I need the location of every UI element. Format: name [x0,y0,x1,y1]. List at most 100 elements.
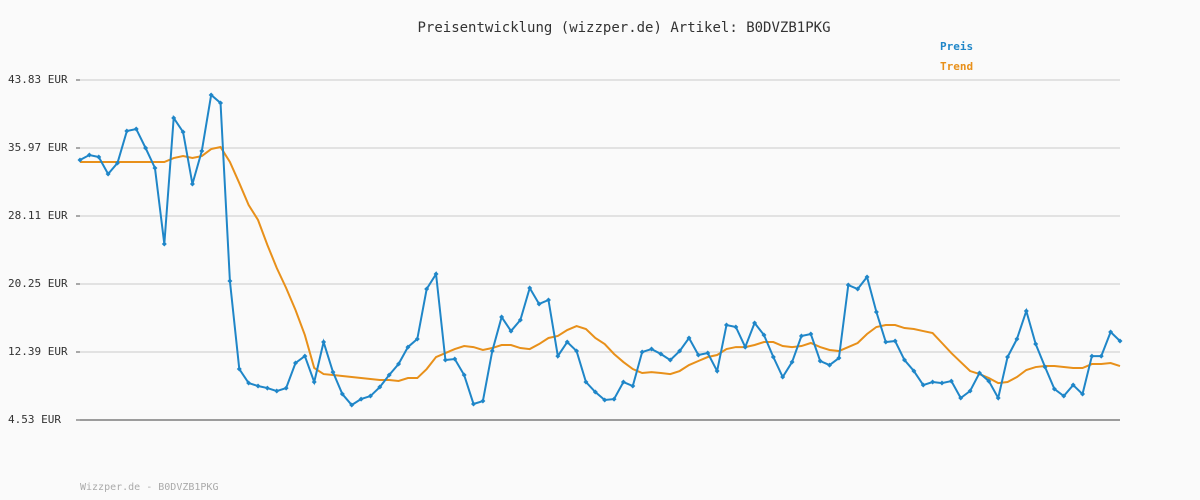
point-marker [948,378,954,384]
point-marker [1005,354,1011,360]
point-marker [976,370,982,376]
point-marker [1108,329,1114,335]
point-marker [255,383,261,389]
point-marker [649,346,655,352]
point-marker [218,100,224,106]
point-marker [133,126,139,132]
point-marker [667,357,673,363]
point-marker [686,335,692,341]
point-marker [1089,353,1095,359]
point-marker [114,160,120,166]
series-line [80,145,1121,385]
point-marker [555,353,561,359]
point-marker [902,357,908,363]
point-marker [77,157,83,163]
point-marker [808,331,814,337]
point-marker [695,352,701,358]
point-marker [330,369,336,375]
point-marker [471,401,477,407]
point-marker [761,332,767,338]
y-tick-label: 43.83 EUR [8,73,68,86]
point-marker [677,348,683,354]
point-marker [283,385,289,391]
point-marker [986,378,992,384]
point-marker [705,350,711,356]
point-marker [227,278,233,284]
point-marker [592,389,598,395]
point-marker [452,356,458,362]
point-marker [358,396,364,402]
point-marker [517,317,523,323]
point-marker [752,320,758,326]
point-marker [1051,386,1057,392]
point-marker [958,395,964,401]
point-marker [321,339,327,345]
point-marker [883,339,889,345]
series-line [79,93,1121,407]
point-marker [817,358,823,364]
point-marker [658,351,664,357]
point-marker [545,297,551,303]
point-marker [292,360,298,366]
point-marker [527,285,533,291]
point-marker [105,171,111,177]
point-marker [171,115,177,121]
point-marker [386,372,392,378]
point-marker [939,380,945,386]
point-marker [789,359,795,365]
point-marker [180,129,186,135]
point-marker [536,301,542,307]
point-marker [1023,308,1029,314]
point-marker [873,309,879,315]
point-marker [920,382,926,388]
point-marker [1061,393,1067,399]
point-marker [930,379,936,385]
point-marker [892,338,898,344]
point-marker [1014,336,1020,342]
point-marker [611,396,617,402]
point-marker [620,379,626,385]
point-marker [1098,353,1104,359]
point-marker [208,92,214,98]
point-marker [96,154,102,160]
y-tick-label: 4.53 EUR [8,413,61,426]
point-marker [995,395,1001,401]
point-marker [349,402,355,408]
plot [77,92,1123,408]
point-marker [377,384,383,390]
point-marker [1042,364,1048,370]
point-marker [302,353,308,359]
point-marker [639,349,645,355]
point-marker [236,366,242,372]
y-tick-label: 28.11 EUR [8,209,68,222]
point-marker [143,145,149,151]
point-marker [845,282,851,288]
point-marker [499,314,505,320]
point-marker [770,354,776,360]
point-marker [152,165,158,171]
point-marker [161,241,167,247]
point-marker [414,336,420,342]
point-marker [583,379,589,385]
point-marker [911,368,917,374]
point-marker [855,286,861,292]
point-marker [1033,341,1039,347]
point-marker [508,328,514,334]
point-marker [405,344,411,350]
point-marker [311,379,317,385]
point-marker [480,398,486,404]
point-marker [780,374,786,380]
point-marker [489,348,495,354]
point-marker [1070,382,1076,388]
point-marker [396,361,402,367]
y-tick-label: 20.25 EUR [8,277,68,290]
point-marker [574,348,580,354]
point-marker [124,128,130,134]
y-tick-label: 12.39 EUR [8,345,68,358]
chart-title: Preisentwicklung (wizzper.de) Artikel: B… [417,20,830,36]
point-marker [189,181,195,187]
point-marker [733,324,739,330]
grid [76,79,1120,421]
footer: Wizzper.de - B0DVZB1PKG [80,482,218,493]
